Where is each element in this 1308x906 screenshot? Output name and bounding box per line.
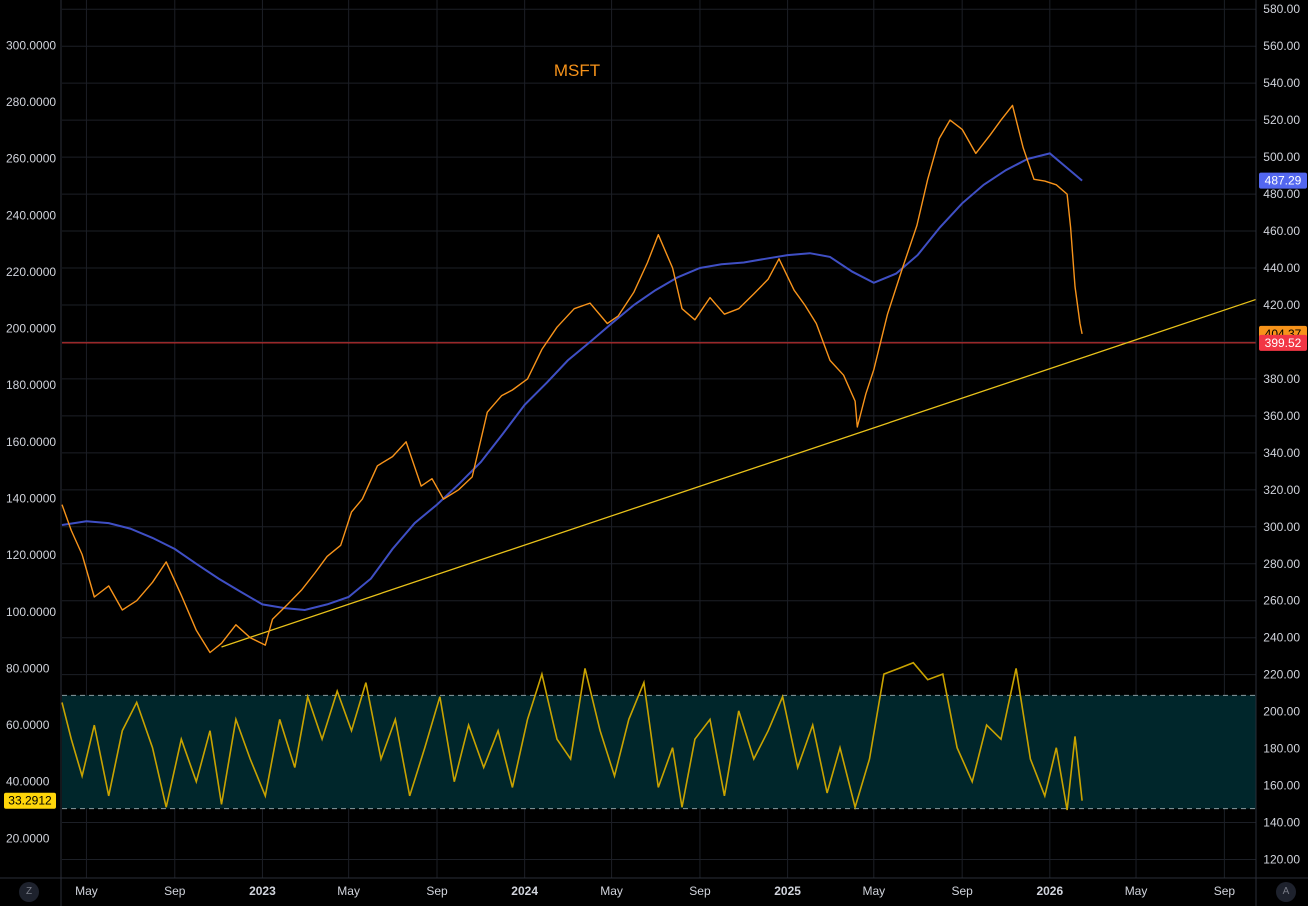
oscillator-tick-label: 160.0000 xyxy=(6,435,56,449)
time-tick-label: Sep xyxy=(1214,884,1236,898)
oscillator-tick-label: 240.0000 xyxy=(6,208,56,222)
price-tick-label: 560.00 xyxy=(1263,39,1300,53)
oscillator-tick-label: 20.0000 xyxy=(6,831,50,845)
oscillator-line xyxy=(61,661,1083,811)
time-tick-label: May xyxy=(75,884,98,898)
price-tick-label: 540.00 xyxy=(1263,76,1300,90)
oscillator-tick-label: 280.0000 xyxy=(6,95,56,109)
price-tick-label: 240.00 xyxy=(1263,631,1300,645)
ma-last-badge: 487.29 xyxy=(1259,172,1307,189)
time-tick-label: Sep xyxy=(689,884,711,898)
oscillator-tick-label: 40.0000 xyxy=(6,775,50,789)
price-tick-label: 420.00 xyxy=(1263,298,1300,312)
left-corner-button[interactable]: Z xyxy=(19,882,39,902)
oscillator-tick-label: 140.0000 xyxy=(6,491,56,505)
oscillator-tick-label: 60.0000 xyxy=(6,718,50,732)
price-tick-label: 360.00 xyxy=(1263,409,1300,423)
time-tick-label: Sep xyxy=(951,884,973,898)
price-tick-label: 500.00 xyxy=(1263,150,1300,164)
time-tick-label: 2026 xyxy=(1036,884,1063,898)
time-tick-label: Sep xyxy=(426,884,448,898)
support-price-badge: 399.52 xyxy=(1259,334,1307,351)
ma-last-badge-bg xyxy=(1259,172,1307,189)
price-tick-label: 580.00 xyxy=(1263,2,1300,16)
time-tick-label: 2025 xyxy=(774,884,801,898)
time-tick-label: May xyxy=(1125,884,1148,898)
price-tick-label: 480.00 xyxy=(1263,187,1300,201)
price-tick-label: 440.00 xyxy=(1263,261,1300,275)
price-tick-label: 300.00 xyxy=(1263,520,1300,534)
price-tick-label: 160.00 xyxy=(1263,779,1300,793)
price-tick-label: 460.00 xyxy=(1263,224,1300,238)
price-tick-label: 340.00 xyxy=(1263,446,1300,460)
oscillator-tick-label: 260.0000 xyxy=(6,152,56,166)
oscillator-last-badge-bg xyxy=(4,792,56,809)
price-tick-label: 520.00 xyxy=(1263,113,1300,127)
price-tick-label: 380.00 xyxy=(1263,372,1300,386)
time-tick-label: 2023 xyxy=(249,884,276,898)
price-tick-label: 200.00 xyxy=(1263,705,1300,719)
price-tick-label: 280.00 xyxy=(1263,557,1300,571)
price-tick-label: 320.00 xyxy=(1263,483,1300,497)
price-tick-label: 260.00 xyxy=(1263,594,1300,608)
oscillator-tick-label: 100.0000 xyxy=(6,605,56,619)
time-tick-label: 2024 xyxy=(511,884,538,898)
price-tick-label: 120.00 xyxy=(1263,853,1300,867)
oscillator-tick-label: 180.0000 xyxy=(6,378,56,392)
series-layer xyxy=(61,104,1257,811)
price-tick-label: 180.00 xyxy=(1263,742,1300,756)
ma-last-badge-text: 487.29 xyxy=(1265,174,1302,188)
time-tick-label: May xyxy=(862,884,885,898)
price-line xyxy=(61,104,1083,654)
price-tick-label: 140.00 xyxy=(1263,816,1300,830)
oscillator-last-badge: 33.2912 xyxy=(4,792,56,809)
oscillator-tick-label: 120.0000 xyxy=(6,548,56,562)
oscillator-last-badge-text: 33.2912 xyxy=(8,794,52,808)
time-tick-label: May xyxy=(600,884,623,898)
support-price-badge-bg xyxy=(1259,334,1307,351)
oscillator-tick-label: 200.0000 xyxy=(6,322,56,336)
oscillator-tick-label: 300.0000 xyxy=(6,38,56,52)
price-tick-label: 220.00 xyxy=(1263,668,1300,682)
oscillator-tick-label: 220.0000 xyxy=(6,265,56,279)
time-tick-label: Sep xyxy=(164,884,186,898)
trendline xyxy=(221,298,1257,648)
chart-title: MSFT xyxy=(554,61,600,80)
support-price-badge-text: 399.52 xyxy=(1265,336,1302,350)
oscillator-tick-label: 80.0000 xyxy=(6,661,50,675)
auto-scale-button[interactable]: A xyxy=(1276,882,1296,902)
time-tick-label: May xyxy=(337,884,360,898)
